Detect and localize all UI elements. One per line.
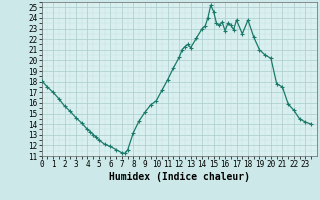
X-axis label: Humidex (Indice chaleur): Humidex (Indice chaleur) [109,172,250,182]
